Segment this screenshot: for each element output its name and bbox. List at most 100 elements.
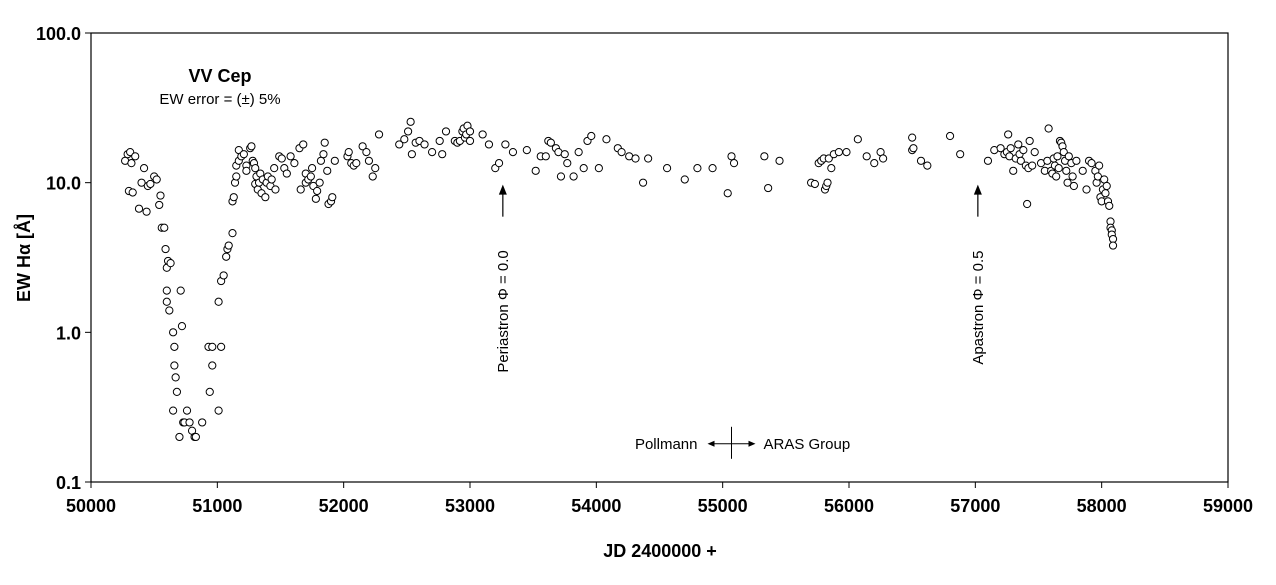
data-point <box>556 172 566 181</box>
data-point <box>152 175 161 184</box>
x-tick-label: 53000 <box>445 496 495 516</box>
y-tick-label: 100.0 <box>36 24 81 44</box>
data-point <box>290 159 299 168</box>
data-point <box>1102 181 1111 191</box>
data-point <box>522 146 531 155</box>
data-point <box>171 373 180 382</box>
data-point <box>307 164 317 173</box>
data-point <box>315 178 324 187</box>
x-tick-label: 58000 <box>1077 496 1127 516</box>
data-point <box>160 223 169 232</box>
data-point <box>182 406 192 415</box>
data-point <box>247 142 256 151</box>
data-point <box>185 418 194 427</box>
data-point <box>323 166 332 175</box>
x-tick-label: 54000 <box>571 496 621 516</box>
data-point <box>169 406 178 415</box>
data-point <box>261 193 270 202</box>
data-point <box>465 136 475 146</box>
data-point <box>277 154 286 163</box>
data-point <box>760 152 769 161</box>
data-point <box>177 322 187 331</box>
data-point <box>239 150 248 159</box>
data-point <box>1101 189 1110 198</box>
chart-title: VV Cep <box>188 66 251 86</box>
data-point <box>916 156 926 165</box>
data-point <box>1069 181 1078 191</box>
data-point <box>579 164 588 173</box>
data-point <box>176 286 185 295</box>
data-point <box>1053 152 1062 161</box>
y-tick-label: 0.1 <box>56 473 81 493</box>
data-point <box>824 154 833 163</box>
data-point <box>1004 130 1013 139</box>
data-point <box>501 140 510 149</box>
data-point <box>368 172 377 181</box>
data-point <box>286 152 295 161</box>
data-point <box>438 150 447 159</box>
periastron-arrowhead <box>498 184 507 195</box>
data-point <box>478 130 487 139</box>
data-point <box>165 306 174 315</box>
data-point <box>1006 144 1015 153</box>
data-point <box>569 172 578 181</box>
data-point <box>428 148 437 157</box>
x-axis-title: JD 2400000 + <box>603 541 717 561</box>
data-point <box>956 150 965 159</box>
y-tick-label: 1.0 <box>56 323 81 343</box>
x-tick-label: 57000 <box>950 496 1000 516</box>
data-point <box>1068 172 1077 181</box>
data-point <box>1087 159 1096 168</box>
data-point <box>270 164 279 173</box>
data-point <box>546 138 555 147</box>
data-point <box>810 179 819 189</box>
data-point <box>996 144 1005 153</box>
data-point <box>680 175 689 184</box>
data-point <box>631 154 640 163</box>
y-axis: 0.1 1.0 10.0 100.0 <box>36 24 91 493</box>
data-point <box>371 164 380 173</box>
data-point <box>142 207 151 216</box>
data-point <box>1062 166 1071 175</box>
data-point <box>228 229 237 238</box>
data-point <box>214 406 223 415</box>
data-point <box>282 169 291 178</box>
data-point <box>374 130 384 139</box>
data-point <box>344 148 353 157</box>
data-point <box>775 156 784 165</box>
x-tick-label: 55000 <box>698 496 748 516</box>
data-point <box>853 135 862 144</box>
data-point <box>983 156 993 165</box>
x-tick-label: 50000 <box>66 496 116 516</box>
data-point <box>162 286 171 295</box>
data-point <box>205 387 214 396</box>
data-point <box>909 144 918 153</box>
x-tick-label: 56000 <box>824 496 874 516</box>
data-point <box>708 164 717 173</box>
data-point <box>313 186 322 196</box>
data-point <box>541 152 550 161</box>
data-point <box>222 252 231 261</box>
data-point <box>1108 241 1118 250</box>
data-point <box>395 140 404 149</box>
data-point <box>155 200 164 210</box>
data-point <box>1095 161 1104 170</box>
data-point <box>574 148 583 157</box>
data-point <box>191 432 200 442</box>
data-point <box>170 342 179 351</box>
data-point <box>945 131 955 141</box>
data-point <box>723 189 732 198</box>
data-point <box>1105 201 1114 210</box>
data-point <box>923 161 932 170</box>
data-point <box>644 154 653 163</box>
data-point <box>403 127 413 136</box>
x-tick-label: 51000 <box>192 496 242 516</box>
data-point <box>870 159 879 168</box>
data-point <box>299 140 308 149</box>
data-point <box>229 193 238 202</box>
data-point <box>435 136 444 146</box>
data-point <box>161 244 170 254</box>
data-point <box>166 259 175 268</box>
data-point <box>328 193 337 202</box>
